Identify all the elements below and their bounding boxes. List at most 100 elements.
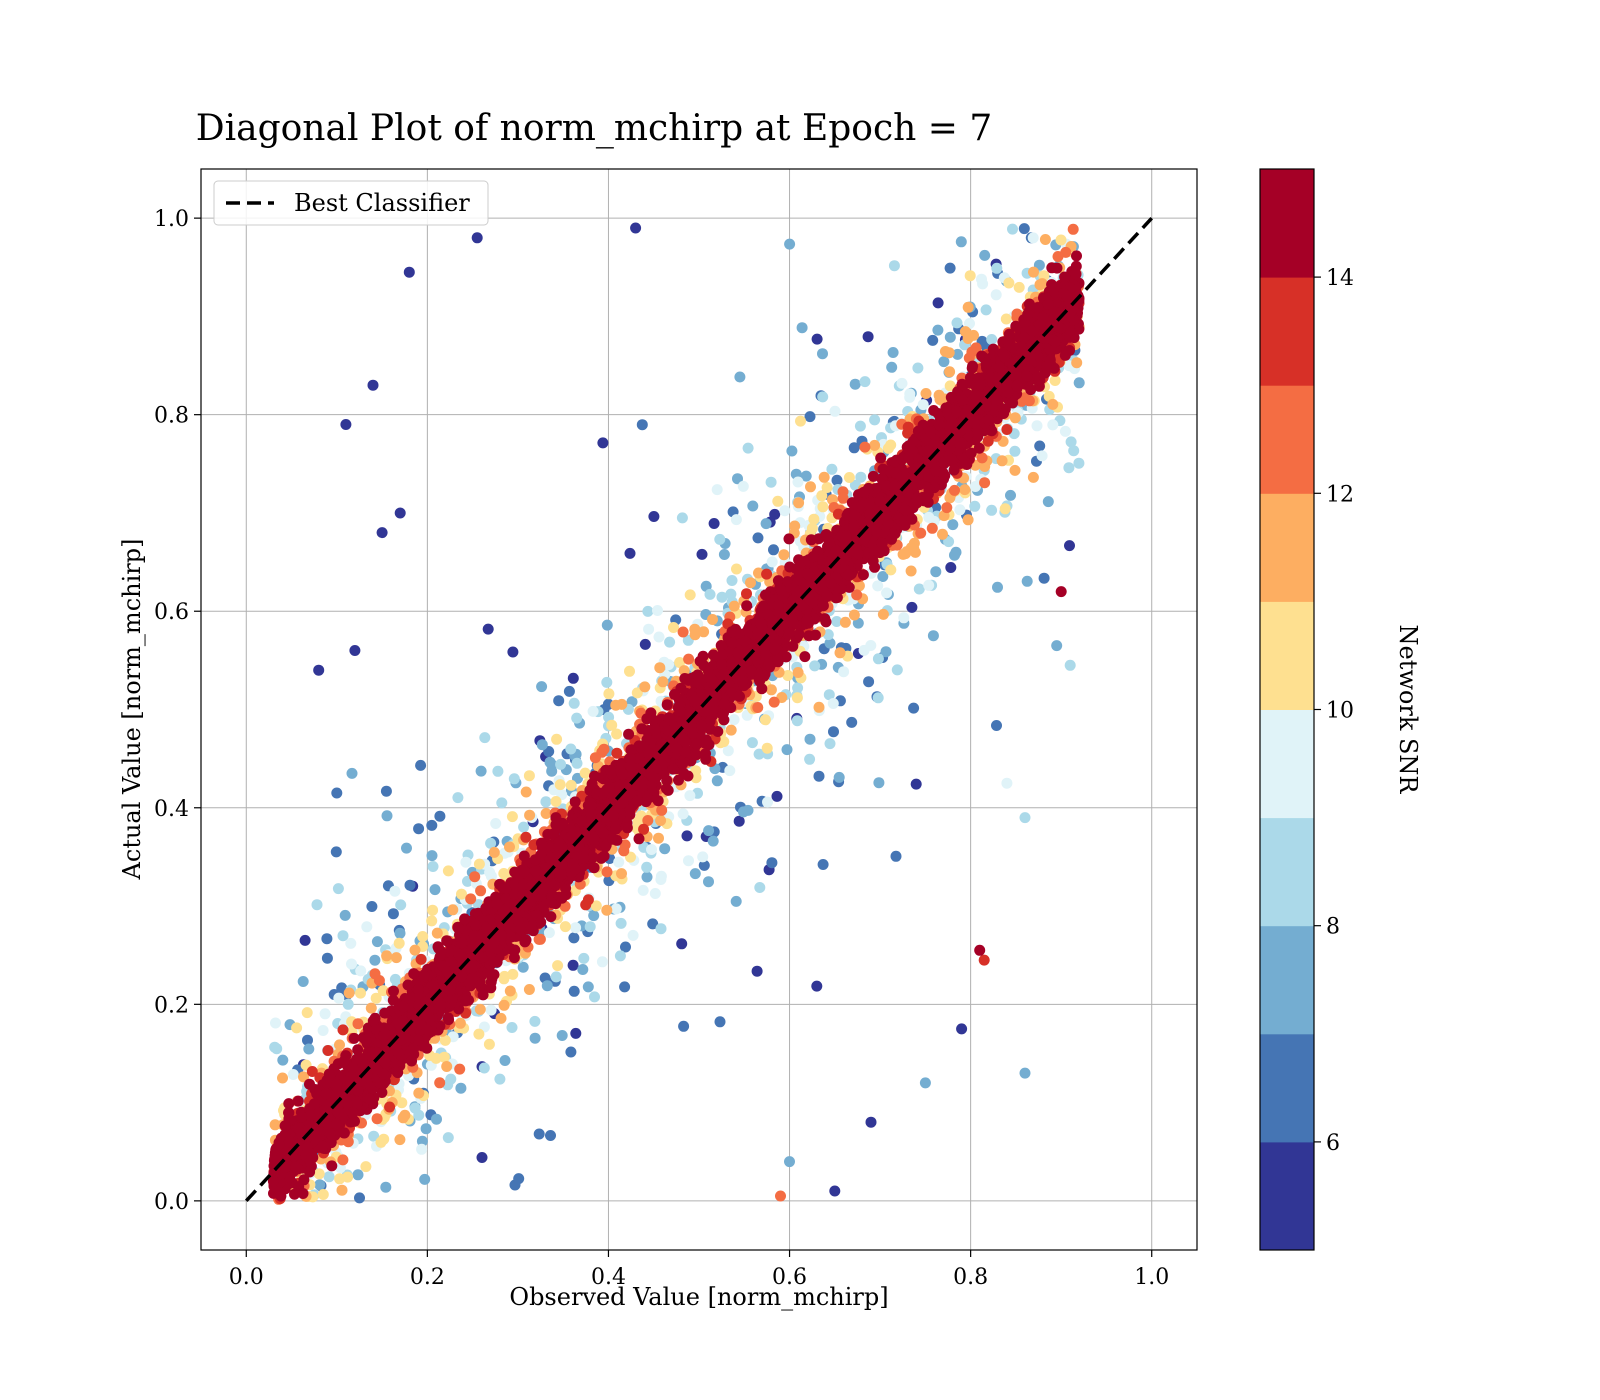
scatter-point xyxy=(745,577,756,589)
scatter-point xyxy=(1001,424,1013,435)
scatter-point xyxy=(948,464,960,476)
scatter-point xyxy=(724,765,736,777)
scatter-point xyxy=(754,882,766,893)
scatter-point xyxy=(805,481,816,493)
scatter-point xyxy=(409,944,421,956)
scatter-point xyxy=(332,883,344,895)
scatter-point xyxy=(816,490,828,502)
scatter-point xyxy=(711,484,723,496)
scatter-point xyxy=(707,835,719,847)
scatter-point xyxy=(886,361,898,373)
scatter-point xyxy=(426,819,438,831)
scatter-point xyxy=(932,324,944,336)
scatter-point xyxy=(520,831,532,843)
scatter-point xyxy=(854,420,866,432)
scatter-point xyxy=(1065,436,1077,448)
scatter-point xyxy=(1027,232,1039,244)
scatter-point xyxy=(947,519,959,531)
scatter-point xyxy=(322,1045,334,1056)
scatter-point xyxy=(782,670,794,681)
scatter-point xyxy=(655,923,667,935)
scatter-point xyxy=(964,270,976,282)
scatter-point xyxy=(837,492,849,504)
scatter-point xyxy=(417,931,429,942)
scatter-point xyxy=(409,1102,421,1114)
scatter-point xyxy=(483,1038,495,1050)
scatter-point xyxy=(478,1062,490,1074)
scatter-point xyxy=(951,317,963,329)
scatter-point xyxy=(337,930,349,942)
scatter-point xyxy=(485,1004,497,1016)
scatter-point xyxy=(800,470,812,482)
scatter-point xyxy=(517,961,529,973)
scatter-point xyxy=(1073,377,1085,389)
scatter-point xyxy=(832,508,844,520)
scatter-point xyxy=(977,278,989,290)
scatter-point xyxy=(619,981,631,993)
scatter-point xyxy=(465,893,477,905)
scatter-point xyxy=(427,861,439,872)
scatter-point xyxy=(714,1016,726,1028)
scatter-point xyxy=(601,619,613,631)
scatter-point xyxy=(915,527,927,539)
scatter-point xyxy=(877,608,889,620)
scatter-point xyxy=(952,348,964,360)
scatter-point xyxy=(881,587,893,599)
scatter-point xyxy=(813,770,825,782)
scatter-point xyxy=(523,770,535,782)
scatter-point xyxy=(955,236,967,248)
scatter-point xyxy=(380,785,392,797)
scatter-point xyxy=(536,681,548,693)
scatter-point xyxy=(859,441,871,453)
scatter-point xyxy=(582,981,594,993)
scatter-point xyxy=(811,333,823,345)
scatter-point xyxy=(317,1189,329,1200)
scatter-point xyxy=(589,991,600,1003)
scatter-point xyxy=(668,622,679,633)
scatter-point xyxy=(821,482,833,493)
scatter-point xyxy=(370,992,382,1004)
scatter-point xyxy=(742,804,754,816)
scatter-point xyxy=(579,767,591,779)
scatter-point xyxy=(725,724,737,736)
scatter-point xyxy=(416,1135,428,1147)
scatter-point xyxy=(698,859,710,871)
scatter-point xyxy=(943,536,955,548)
scatter-point xyxy=(689,629,701,641)
scatter-point xyxy=(445,1073,457,1085)
scatter-point xyxy=(654,662,666,674)
scatter-point xyxy=(616,698,628,710)
scatter-point xyxy=(659,843,671,855)
scatter-point xyxy=(938,356,950,368)
scatter-point xyxy=(476,1152,488,1163)
scatter-point xyxy=(689,868,701,880)
scatter-point xyxy=(734,371,746,383)
scatter-point xyxy=(843,472,855,483)
scatter-point xyxy=(334,1039,345,1051)
scatter-point xyxy=(905,565,917,577)
scatter-point xyxy=(676,938,688,950)
scatter-point xyxy=(474,1003,486,1015)
scatter-point xyxy=(664,636,676,648)
scatter-point xyxy=(488,846,500,858)
scatter-point xyxy=(1036,450,1048,462)
scatter-point xyxy=(620,941,631,953)
scatter-point xyxy=(337,1024,349,1036)
scatter-point xyxy=(718,549,730,560)
scatter-point xyxy=(540,796,552,808)
scatter-point xyxy=(917,399,929,411)
scatter-point xyxy=(429,884,441,896)
scatter-point xyxy=(277,1054,289,1066)
scatter-point xyxy=(330,846,342,858)
scatter-point xyxy=(524,809,536,821)
scatter-point xyxy=(747,500,759,512)
scatter-point xyxy=(317,1025,329,1036)
scatter-point xyxy=(992,581,1003,593)
scatter-point xyxy=(828,726,839,738)
scatter-point xyxy=(1059,425,1071,437)
scatter-point xyxy=(647,918,659,930)
scatter-point xyxy=(913,583,925,595)
scatter-point xyxy=(540,808,552,819)
scatter-point xyxy=(1067,223,1079,235)
scatter-point xyxy=(413,1087,425,1099)
